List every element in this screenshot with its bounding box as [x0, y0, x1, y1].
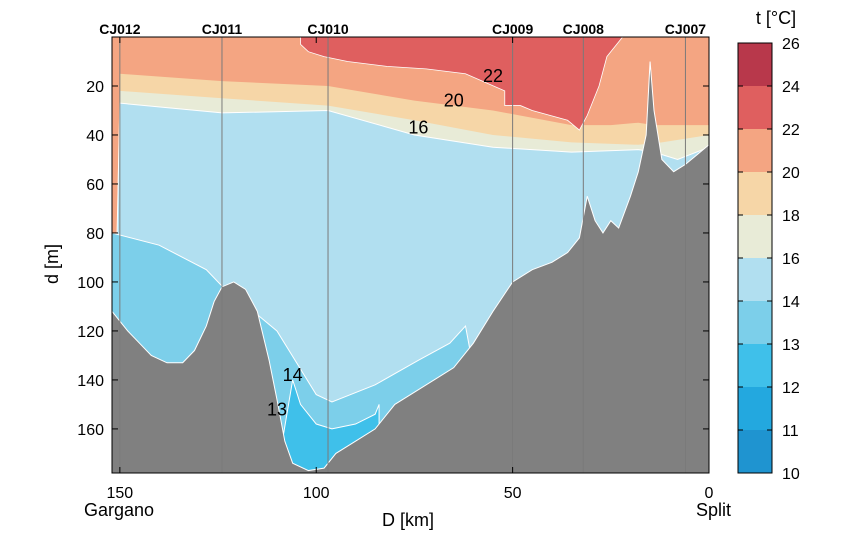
station-label-cj007: CJ007: [665, 21, 706, 37]
contour-label-20: 20: [444, 91, 464, 111]
station-label-cj009: CJ009: [492, 21, 533, 37]
colorbar-bin-16-18: [738, 215, 772, 258]
colorbar-tick-label-20: 20: [782, 165, 800, 182]
y-tick-label-60: 60: [86, 177, 104, 194]
station-label-cj008: CJ008: [563, 21, 604, 37]
y-tick-label-160: 160: [77, 422, 104, 439]
y-axis: 20 40 60 80 100 120 140 160: [77, 79, 709, 439]
plot-frame: [111, 36, 710, 474]
colorbar-tick-label-10: 10: [782, 466, 800, 483]
y-axis-label: d [m]: [42, 244, 62, 284]
station-label-cj010: CJ010: [307, 21, 348, 37]
colorbar-bin-22-24: [738, 86, 772, 129]
colorbar-label: t [°C]: [756, 8, 796, 28]
y-tick-label-140: 140: [77, 373, 104, 390]
colorbar-tick-label-22: 22: [782, 122, 800, 139]
colorbar-tick-label-18: 18: [782, 208, 800, 225]
station-lines: [119, 37, 686, 473]
colorbar-bin-20-22: [738, 129, 772, 172]
x-endpoint-right: Split: [696, 500, 731, 520]
x-tick-label-0: 0: [705, 485, 714, 502]
colorbar-bin-10-11: [738, 430, 772, 473]
seabed: [112, 61, 709, 473]
station-label-cj011: CJ011: [202, 21, 243, 37]
colorbar-tick-label-11: 11: [782, 423, 799, 440]
x-axis: 150 100 50 0: [107, 37, 714, 502]
colorbar: 10 11 12 13 14 16 18 20 22 24 26: [737, 36, 800, 483]
y-tick-label-120: 120: [77, 324, 104, 341]
y-tick-label-100: 100: [77, 275, 104, 292]
contour-label-16: 16: [408, 118, 428, 138]
contour-label-14: 14: [283, 365, 303, 385]
colorbar-bin-12-13: [738, 344, 772, 387]
station-label-cj012: CJ012: [99, 21, 140, 37]
y-tick-label-80: 80: [86, 226, 104, 243]
contour-label-22: 22: [483, 66, 503, 86]
colorbar-bin-24-26: [738, 43, 772, 86]
x-endpoint-left: Gargano: [84, 500, 154, 520]
colorbar-bin-14-16: [738, 258, 772, 301]
colorbar-tick-label-16: 16: [782, 251, 800, 268]
colorbar-bin-18-20: [738, 172, 772, 215]
contour-labels: 22 20 16 14 13: [267, 66, 503, 419]
y-tick-label-40: 40: [86, 128, 104, 145]
colorbar-tick-label-14: 14: [782, 294, 800, 311]
temperature-section: [112, 37, 709, 473]
x-tick-label-50: 50: [504, 485, 522, 502]
colorbar-tick-label-24: 24: [782, 79, 800, 96]
colorbar-bin-13-14: [738, 301, 772, 344]
colorbar-tick-label-12: 12: [782, 380, 800, 397]
station-labels: CJ012 CJ011 CJ010 CJ009 CJ008 CJ007: [99, 21, 706, 37]
y-tick-label-20: 20: [86, 79, 104, 96]
x-axis-label: D [km]: [382, 510, 434, 530]
x-tick-label-150: 150: [107, 485, 134, 502]
colorbar-tick-label-26: 26: [782, 36, 800, 53]
colorbar-tick-label-13: 13: [782, 337, 800, 354]
contour-label-13: 13: [267, 399, 287, 419]
colorbar-bin-11-12: [738, 387, 772, 430]
x-tick-label-100: 100: [303, 485, 330, 502]
